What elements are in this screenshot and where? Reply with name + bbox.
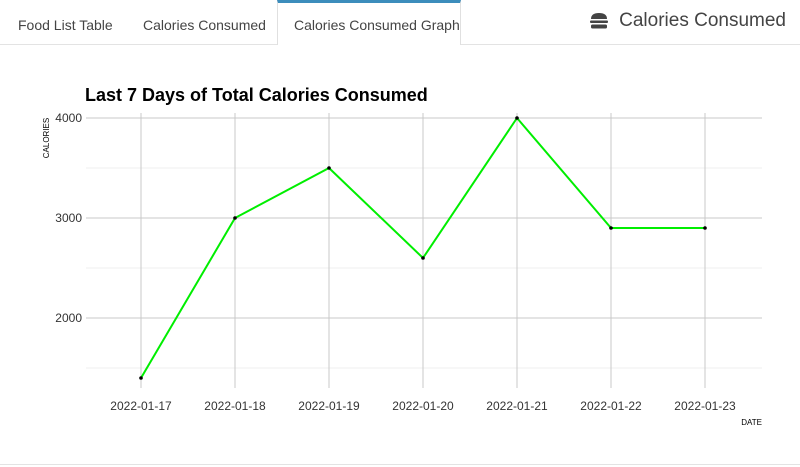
data-point <box>327 166 331 170</box>
chart-grid <box>86 113 762 388</box>
chart-panel: Last 7 Days of Total Calories Consumed 2… <box>0 45 800 465</box>
x-tick-label: 2022-01-18 <box>204 399 266 413</box>
y-tick-label: 4000 <box>55 111 82 125</box>
tab-food-list-table[interactable]: Food List Table <box>18 17 113 33</box>
x-axis-label: DATE <box>741 418 762 427</box>
header-title: Calories Consumed <box>589 10 786 32</box>
x-tick-label: 2022-01-23 <box>674 399 736 413</box>
y-tick-labels: 2000 3000 4000 <box>55 111 82 325</box>
chart-title: Last 7 Days of Total Calories Consumed <box>85 85 428 105</box>
y-tick-label: 2000 <box>55 311 82 325</box>
data-point <box>609 226 613 230</box>
data-point <box>233 216 237 220</box>
x-tick-label: 2022-01-22 <box>580 399 642 413</box>
x-tick-label: 2022-01-20 <box>392 399 454 413</box>
x-tick-labels: 2022-01-17 2022-01-18 2022-01-19 2022-01-20… <box>110 399 736 413</box>
hamburger-icon <box>590 13 609 29</box>
tab-calories-consumed-graph[interactable]: Calories Consumed Graph <box>277 0 461 45</box>
y-tick-label: 3000 <box>55 211 82 225</box>
data-point <box>515 116 519 120</box>
data-point <box>139 376 143 380</box>
tab-calories-consumed[interactable]: Calories Consumed <box>143 17 266 33</box>
chart-series <box>139 116 707 380</box>
y-axis-label: CALORIES <box>42 118 51 158</box>
x-tick-label: 2022-01-21 <box>486 399 548 413</box>
data-point <box>703 226 707 230</box>
x-tick-label: 2022-01-17 <box>110 399 172 413</box>
x-tick-label: 2022-01-19 <box>298 399 360 413</box>
header-title-text: Calories Consumed <box>619 10 786 31</box>
data-point <box>421 256 425 260</box>
tab-bar: Food List Table Calories Consumed Calori… <box>0 0 800 45</box>
calories-line-chart: Last 7 Days of Total Calories Consumed 2… <box>42 85 762 427</box>
